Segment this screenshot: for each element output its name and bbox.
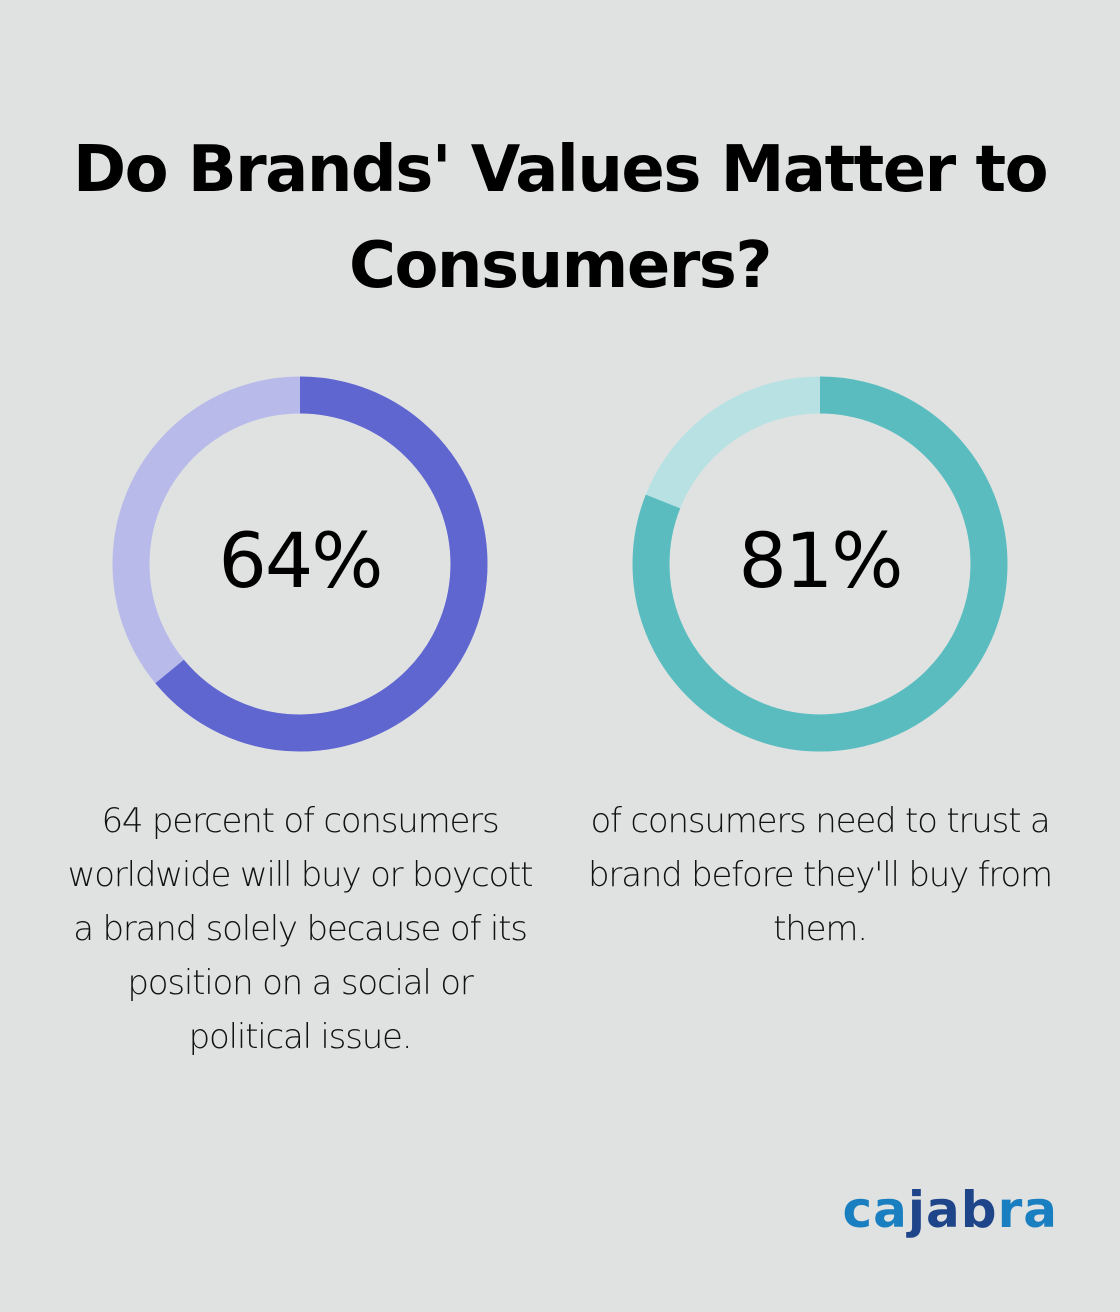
- page-title: Do Brands' Values Matter to Consumers?: [72, 133, 1049, 303]
- stat-card-64: 64% 64 percent of consumers worldwide wi…: [60, 374, 540, 1064]
- donut-chart-81: 81%: [630, 374, 1010, 754]
- stat-description: 64 percent of consumers worldwide will b…: [67, 801, 534, 1057]
- logo-text-part2: jab: [907, 1181, 998, 1239]
- cajabra-logo: cajabra: [843, 1180, 1058, 1240]
- donut-ring-81: [632, 376, 1008, 752]
- stat-card-81: 81% of consumers need to trust a brand b…: [580, 374, 1060, 956]
- donut-value-label: 81%: [738, 515, 904, 605]
- donut-chart-64: 64%: [110, 374, 490, 754]
- donut-fill: [632, 376, 1008, 752]
- donut-value-label: 64%: [218, 515, 384, 605]
- stat-description: of consumers need to trust a brand befor…: [588, 801, 1053, 949]
- logo-text-part1: ca: [842, 1181, 908, 1239]
- donut-fill: [112, 376, 488, 752]
- donut-ring-64: [112, 376, 488, 752]
- logo-text-part3: ra: [997, 1181, 1058, 1239]
